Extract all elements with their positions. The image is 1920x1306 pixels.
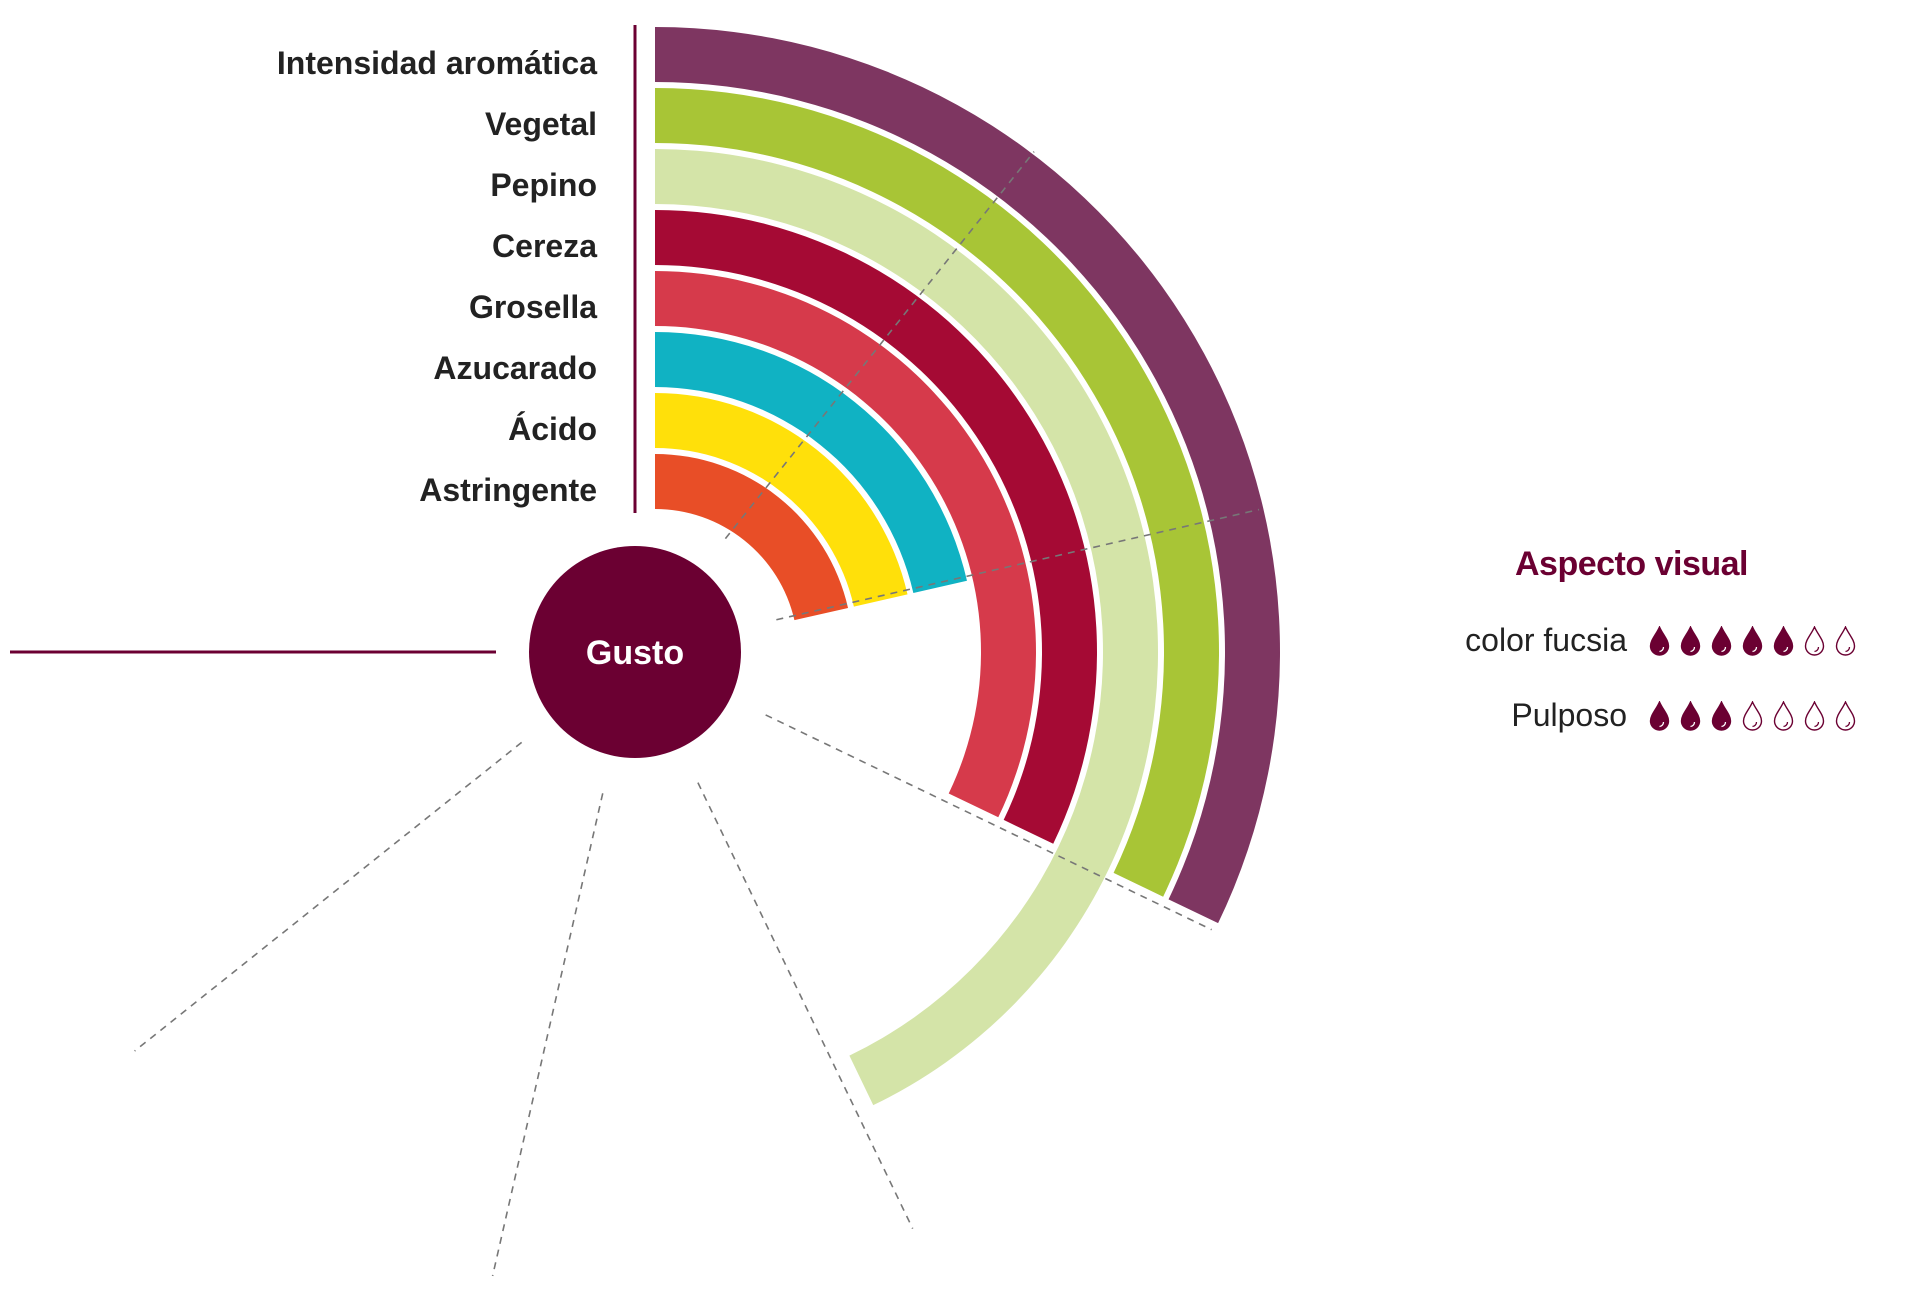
- visual-panel-title: Aspecto visual: [1515, 545, 1748, 583]
- drop-filled-icon: [1742, 625, 1763, 656]
- drop-empty-icon: [1804, 625, 1825, 656]
- arc-bar-3: [655, 149, 1158, 1106]
- arc-bar-8: [655, 454, 849, 621]
- arc-bar-7: [655, 393, 908, 607]
- drop-filled-icon: [1649, 625, 1670, 656]
- category-label: Ácido: [508, 411, 597, 447]
- category-label: Vegetal: [484, 106, 597, 142]
- category-label: Intensidad aromática: [276, 45, 597, 81]
- arc-bar-4: [655, 210, 1097, 844]
- visual-row-color: color fucsia: [1437, 622, 1856, 659]
- grid-line: [697, 782, 914, 1229]
- grid-line: [724, 151, 1035, 540]
- category-label: Astringente: [419, 472, 597, 508]
- grid-line: [134, 741, 523, 1052]
- grid-line: [765, 714, 1212, 931]
- grid-line: [776, 508, 1260, 621]
- drop-empty-icon: [1835, 700, 1856, 731]
- arc-bar-2: [655, 88, 1219, 897]
- drop-filled-icon: [1773, 625, 1794, 656]
- drop-rating: [1649, 625, 1856, 656]
- grid-line: [491, 793, 604, 1277]
- drop-empty-icon: [1835, 625, 1856, 656]
- drop-empty-icon: [1773, 700, 1794, 731]
- visual-row-pulposo: Pulposo: [1437, 697, 1856, 734]
- category-label: Grosella: [468, 289, 597, 325]
- arc-bar-6: [655, 332, 967, 594]
- drop-empty-icon: [1804, 700, 1825, 731]
- drop-filled-icon: [1649, 700, 1670, 731]
- drop-filled-icon: [1711, 625, 1732, 656]
- drop-rating: [1649, 700, 1856, 731]
- drop-filled-icon: [1680, 625, 1701, 656]
- visual-row-label: color fucsia: [1465, 622, 1627, 658]
- center-circle: [529, 546, 741, 758]
- category-label: Cereza: [492, 228, 597, 264]
- drop-filled-icon: [1711, 700, 1732, 731]
- arc-bar-1: [655, 27, 1280, 924]
- center-label: Gusto: [586, 634, 684, 672]
- category-label: Azucarado: [433, 350, 597, 386]
- visual-row-label: Pulposo: [1511, 697, 1627, 733]
- drop-empty-icon: [1742, 700, 1763, 731]
- arc-bar-5: [655, 271, 1036, 818]
- category-label: Pepino: [490, 167, 597, 203]
- drop-filled-icon: [1680, 700, 1701, 731]
